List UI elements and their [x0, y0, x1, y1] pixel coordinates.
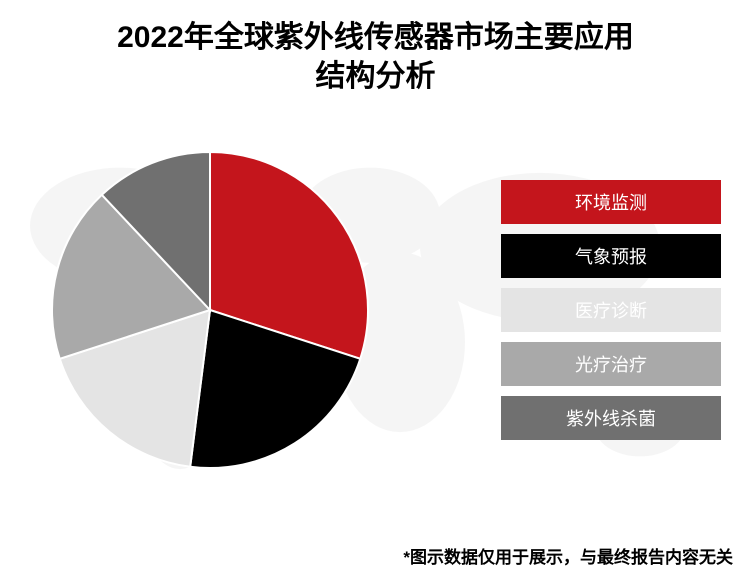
chart-title: 2022年全球紫外线传感器市场主要应用 结构分析 [0, 18, 751, 96]
legend-item-1: 气象预报 [501, 234, 721, 278]
legend-item-2: 医疗诊断 [501, 288, 721, 332]
legend-item-3: 光疗治疗 [501, 342, 721, 386]
pie-chart [40, 140, 380, 480]
legend-item-4: 紫外线杀菌 [501, 396, 721, 440]
footnote: *图示数据仅用于展示，与最终报告内容无关 [403, 543, 733, 568]
chart-title-line1: 2022年全球紫外线传感器市场主要应用 [0, 18, 751, 57]
legend-item-0: 环境监测 [501, 180, 721, 224]
legend: 环境监测气象预报医疗诊断光疗治疗紫外线杀菌 [501, 180, 721, 450]
chart-title-line2: 结构分析 [0, 57, 751, 96]
